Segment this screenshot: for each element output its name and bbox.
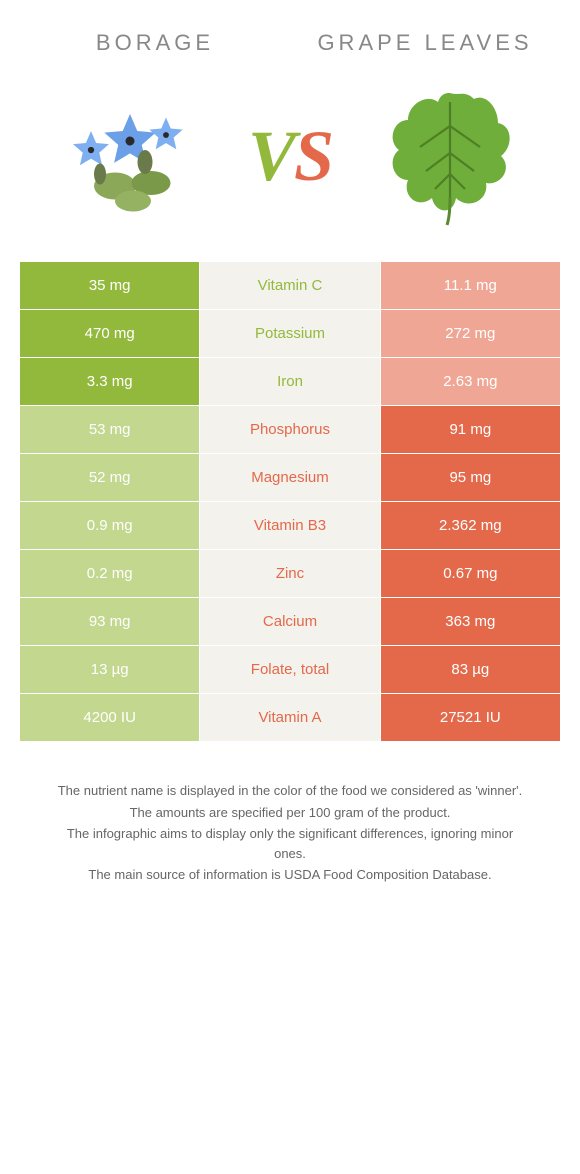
table-row: 4200 IUVitamin A27521 IU (20, 693, 560, 741)
table-row: 470 mgPotassium272 mg (20, 309, 560, 357)
left-title: BORAGE (20, 30, 290, 56)
nutrient-name: Vitamin C (200, 262, 379, 309)
nutrient-name: Folate, total (200, 646, 379, 693)
right-value: 0.67 mg (381, 550, 560, 597)
table-row: 35 mgVitamin C11.1 mg (20, 261, 560, 309)
vs-v: V (248, 116, 294, 196)
table-row: 3.3 mgIron2.63 mg (20, 357, 560, 405)
nutrient-name: Potassium (200, 310, 379, 357)
nutrient-name: Vitamin B3 (200, 502, 379, 549)
left-value: 93 mg (20, 598, 199, 645)
right-value: 11.1 mg (381, 262, 560, 309)
table-row: 0.9 mgVitamin B32.362 mg (20, 501, 560, 549)
right-value: 27521 IU (381, 694, 560, 741)
footnote-line: The infographic aims to display only the… (50, 824, 530, 863)
nutrient-name: Zinc (200, 550, 379, 597)
left-value: 4200 IU (20, 694, 199, 741)
right-value: 363 mg (381, 598, 560, 645)
left-value: 0.2 mg (20, 550, 199, 597)
table-row: 52 mgMagnesium95 mg (20, 453, 560, 501)
nutrient-name: Phosphorus (200, 406, 379, 453)
footnote-line: The amounts are specified per 100 gram o… (50, 803, 530, 823)
footnote-line: The main source of information is USDA F… (50, 865, 530, 885)
left-value: 470 mg (20, 310, 199, 357)
left-value: 3.3 mg (20, 358, 199, 405)
left-value: 35 mg (20, 262, 199, 309)
left-value: 53 mg (20, 406, 199, 453)
table-row: 93 mgCalcium363 mg (20, 597, 560, 645)
nutrient-name: Vitamin A (200, 694, 379, 741)
table-row: 13 µgFolate, total83 µg (20, 645, 560, 693)
footnotes: The nutrient name is displayed in the co… (20, 781, 560, 885)
left-value: 0.9 mg (20, 502, 199, 549)
nutrient-name: Iron (200, 358, 379, 405)
right-value: 83 µg (381, 646, 560, 693)
left-value: 13 µg (20, 646, 199, 693)
borage-icon (55, 81, 205, 231)
vs-label: VS (248, 115, 332, 198)
right-title: GRAPE LEAVES (290, 30, 560, 56)
nutrient-name: Calcium (200, 598, 379, 645)
right-value: 91 mg (381, 406, 560, 453)
left-value: 52 mg (20, 454, 199, 501)
right-value: 2.63 mg (381, 358, 560, 405)
titles-row: BORAGE GRAPE LEAVES (20, 30, 560, 56)
right-value: 272 mg (381, 310, 560, 357)
grape-leaf-icon (375, 81, 525, 231)
right-value: 2.362 mg (381, 502, 560, 549)
nutrient-table: 35 mgVitamin C11.1 mg470 mgPotassium272 … (20, 261, 560, 741)
right-value: 95 mg (381, 454, 560, 501)
table-row: 0.2 mgZinc0.67 mg (20, 549, 560, 597)
borage-image (50, 76, 210, 236)
table-row: 53 mgPhosphorus91 mg (20, 405, 560, 453)
footnote-line: The nutrient name is displayed in the co… (50, 781, 530, 801)
grape-leaf-image (370, 76, 530, 236)
nutrient-name: Magnesium (200, 454, 379, 501)
hero-row: VS (20, 76, 560, 236)
vs-s: S (294, 116, 332, 196)
